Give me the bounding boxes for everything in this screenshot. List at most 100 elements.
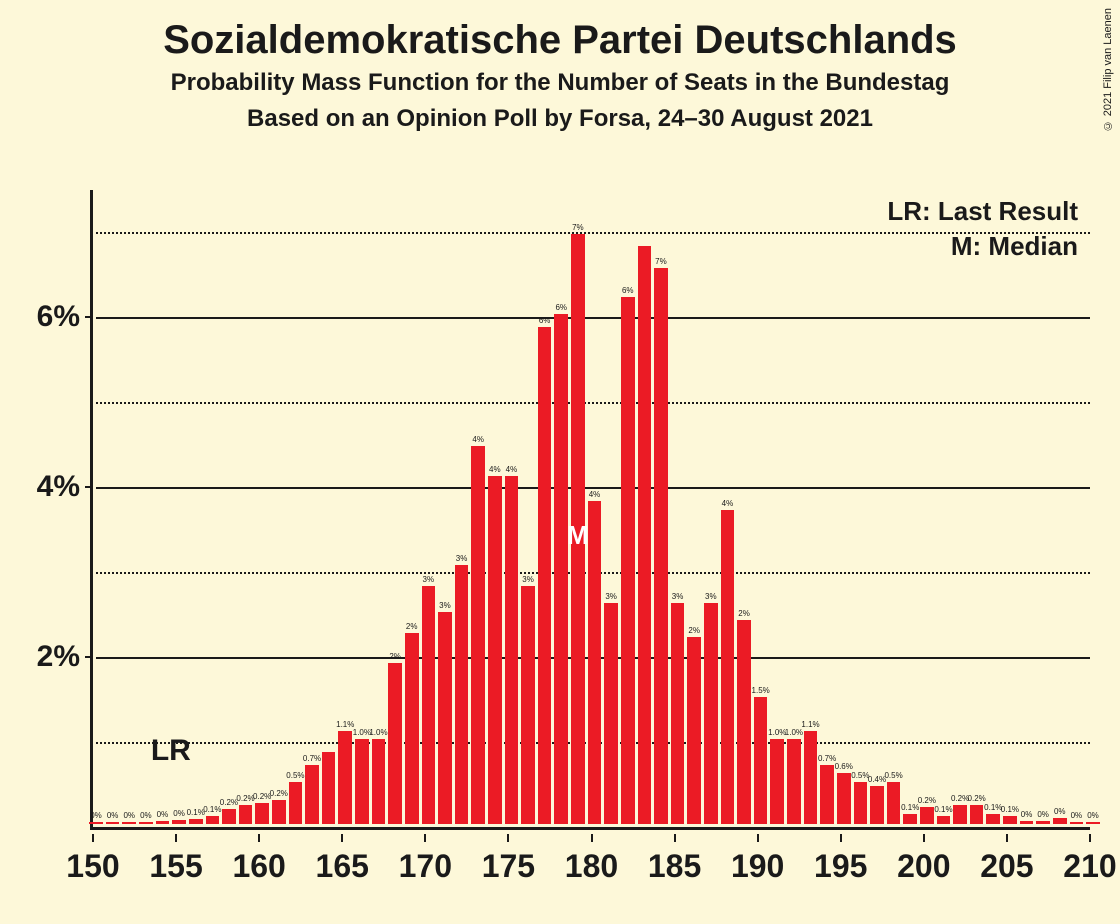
bar-value-label: 0.1% [1001, 806, 1019, 816]
bar: 2% [737, 620, 751, 824]
bar-value-label: 4% [472, 436, 484, 446]
bar: 2% [405, 633, 419, 824]
bar: 0% [1070, 822, 1084, 824]
y-axis-label: 6% [37, 300, 80, 334]
bar-value-label: 3% [672, 593, 684, 603]
bar: 1.1% [804, 731, 818, 824]
chart-subtitle-1: Probability Mass Function for the Number… [0, 69, 1120, 97]
bar-value-label: 0% [173, 810, 185, 820]
bar: 4% [488, 476, 502, 824]
bar: 0.2% [255, 803, 269, 824]
bar: 0.1% [937, 816, 951, 824]
bar: 6% [538, 327, 552, 824]
bar: 3% [671, 603, 685, 824]
bar-value-label: 0.2% [253, 793, 271, 803]
bar-value-label: 0% [1087, 812, 1099, 822]
bar-value-label: 1.0% [768, 729, 786, 739]
bar-value-label: 7% [655, 258, 667, 268]
chart-titles: Sozialdemokratische Partei Deutschlands … [0, 0, 1120, 133]
bar: 6% [621, 297, 635, 824]
bar: 3% [604, 603, 618, 824]
bar-value-label: 6% [555, 304, 567, 314]
bar: 0% [139, 822, 153, 824]
bar: 0.7% [305, 765, 319, 824]
bar: 0% [89, 822, 103, 824]
x-axis-label: 185 [648, 848, 701, 885]
bar-value-label: 0.1% [187, 809, 205, 819]
x-axis-label: 155 [149, 848, 202, 885]
bar-value-label: 0.1% [934, 806, 952, 816]
bar: 0.1% [189, 819, 203, 824]
bar-value-label: 0.7% [818, 755, 836, 765]
plot-area: LR: Last Result M: Median 0%0%0%0%0%0%0.… [90, 190, 1090, 830]
bar: 0.5% [887, 782, 901, 824]
bar: 0.4% [870, 786, 884, 824]
bar: 6% [554, 314, 568, 824]
bar: 0.2% [920, 807, 934, 824]
bar-value-label: 1.0% [785, 729, 803, 739]
chart-subtitle-2: Based on an Opinion Poll by Forsa, 24–30… [0, 105, 1120, 133]
x-axis-label: 195 [814, 848, 867, 885]
bar-value-label: 4% [722, 500, 734, 510]
bar-value-label: 2% [688, 627, 700, 637]
bar-value-label: 3% [423, 576, 435, 586]
bar: 3% [704, 603, 718, 824]
bar [638, 246, 652, 824]
bar-value-label: 0.5% [851, 772, 869, 782]
bar: 0% [1086, 822, 1100, 824]
x-axis-label: 210 [1063, 848, 1116, 885]
bar-value-label: 0.5% [884, 772, 902, 782]
bar-value-label: 3% [522, 576, 534, 586]
bar-value-label: 4% [506, 466, 518, 476]
bar: 0% [156, 821, 170, 824]
bar: 0.6% [837, 773, 851, 824]
bar: 3% [455, 565, 469, 824]
bar-value-label: 3% [439, 602, 451, 612]
bar-value-label: 0% [90, 812, 102, 822]
bar: 1.0% [770, 739, 784, 824]
bar: 0.1% [1003, 816, 1017, 824]
y-axis-label: 4% [37, 470, 80, 504]
bar: 0% [1053, 818, 1067, 824]
bar-value-label: 6% [539, 317, 551, 327]
bar: 4% [471, 446, 485, 824]
x-axis-label: 170 [399, 848, 452, 885]
bar: 0.2% [970, 805, 984, 824]
bar-value-label: 0% [1021, 811, 1033, 821]
bar-value-label: 0% [107, 812, 119, 822]
bar-value-label: 1.0% [369, 729, 387, 739]
bar: 4% [588, 501, 602, 824]
bar: 7% [654, 268, 668, 824]
bar: 1.0% [372, 739, 386, 824]
bar-value-label: 0% [140, 812, 152, 822]
x-axis-label: 180 [565, 848, 618, 885]
bar-value-label: 1.1% [801, 721, 819, 731]
bar: 4% [505, 476, 519, 824]
bar-value-label: 2% [389, 653, 401, 663]
bar: 0% [1020, 821, 1034, 824]
x-axis-label: 205 [980, 848, 1033, 885]
bar-value-label: 2% [406, 623, 418, 633]
bar: 3% [438, 612, 452, 824]
bar: 4% [721, 510, 735, 824]
bar: 0% [172, 820, 186, 824]
bar-value-label: 3% [456, 555, 468, 565]
x-axis-label: 175 [482, 848, 535, 885]
bar: 0.1% [986, 814, 1000, 824]
bar-value-label: 0.2% [918, 797, 936, 807]
bar-value-label: 0.1% [203, 806, 221, 816]
bar: 3% [422, 586, 436, 824]
bar-value-label: 0.2% [220, 799, 238, 809]
bar-value-label: 1.0% [353, 729, 371, 739]
bar: 0.2% [239, 805, 253, 824]
bar: 0.1% [206, 816, 220, 824]
bar: 0.5% [854, 782, 868, 824]
chart-title: Sozialdemokratische Partei Deutschlands [0, 18, 1120, 63]
bar: 0.7% [820, 765, 834, 824]
bars-container: 0%0%0%0%0%0%0.1%0.1%0.2%0.2%0.2%0.2%0.5%… [96, 190, 1090, 824]
bar: 0% [106, 822, 120, 824]
bar: 2% [388, 663, 402, 824]
bar-value-label: 0% [1037, 811, 1049, 821]
bar: 1.0% [355, 739, 369, 824]
bar-value-label: 1.5% [752, 687, 770, 697]
